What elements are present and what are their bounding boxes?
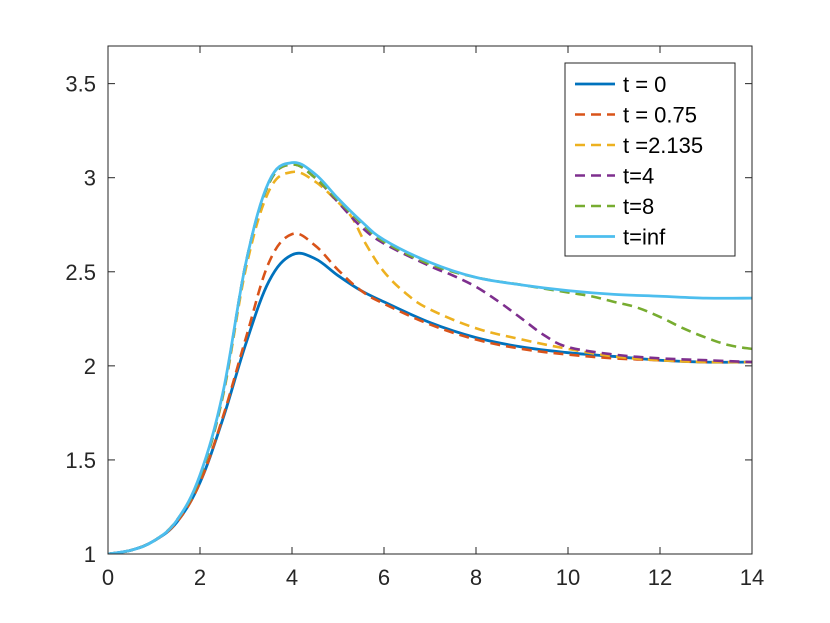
x-tick-label: 0: [102, 565, 114, 590]
legend-label-2: t = 0.75: [623, 103, 697, 128]
axes-layer: 0 2 4 6 8 10 12 14 1 1.5 2 2.5 3 3.5: [65, 45, 764, 590]
x-tick-label: 6: [378, 565, 390, 590]
legend-label-6: t=inf: [623, 225, 666, 250]
series-line-6: [108, 161, 752, 554]
y-tick-label: 2: [84, 354, 96, 379]
x-tick-label: 14: [740, 565, 764, 590]
x-tick-label: 12: [648, 565, 672, 590]
series-layer: [108, 161, 752, 554]
y-tick-label: 3: [84, 166, 96, 191]
legend-label-1: t = 0: [623, 72, 666, 97]
series-line-1: [108, 251, 752, 554]
legend-label-4: t=4: [623, 164, 654, 189]
y-tick-label: 1: [84, 542, 96, 567]
x-tick-label: 2: [194, 565, 206, 590]
legend-label-3: t =2.135: [623, 133, 703, 158]
y-tick-label: 2.5: [65, 260, 96, 285]
y-tick-label: 3.5: [65, 72, 96, 97]
legend-label-5: t=8: [623, 194, 654, 219]
axes-box: [107, 45, 753, 555]
y-tick-label: 1.5: [65, 448, 96, 473]
x-tick-label: 8: [470, 565, 482, 590]
series-line-2: [108, 232, 752, 554]
legend-box: [564, 62, 736, 257]
x-tick-label: 4: [286, 565, 298, 590]
legend: t = 0 t = 0.75 t =2.135 t=4 t=8 t=inf: [564, 62, 736, 257]
x-tick-label: 10: [556, 565, 580, 590]
